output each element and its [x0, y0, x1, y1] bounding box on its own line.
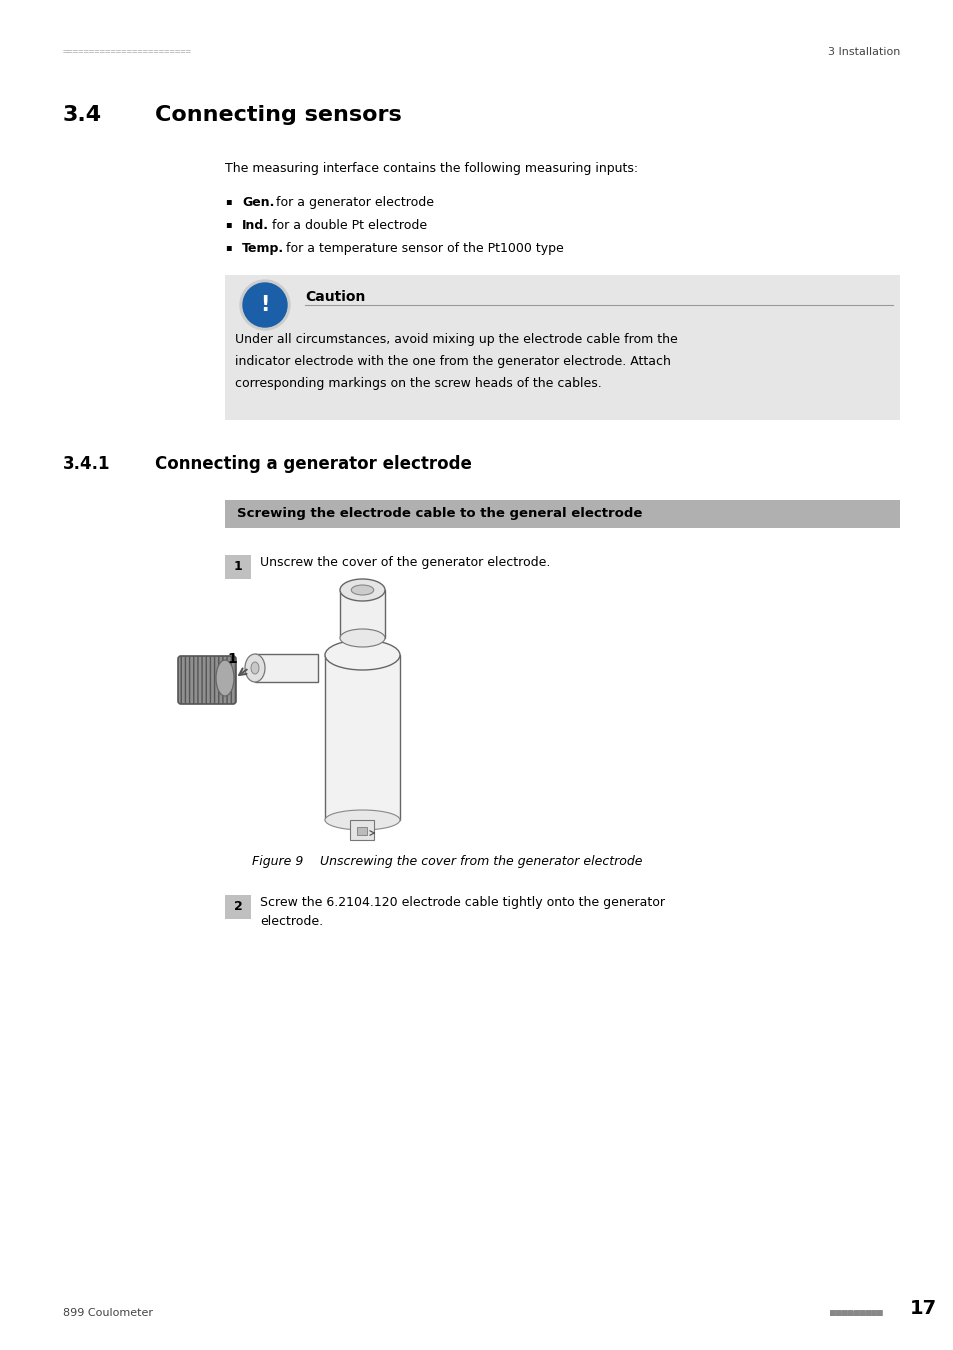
Ellipse shape	[339, 629, 385, 647]
Circle shape	[240, 279, 290, 329]
Text: for a double Pt electrode: for a double Pt electrode	[268, 219, 427, 232]
Text: 899 Coulometer: 899 Coulometer	[63, 1308, 152, 1318]
Bar	[225, 555, 251, 579]
Text: Temp.: Temp.	[242, 242, 284, 255]
Text: Figure 9: Figure 9	[252, 855, 303, 868]
Bar	[225, 895, 251, 919]
Text: Ind.: Ind.	[242, 219, 269, 232]
Text: 3.4: 3.4	[63, 105, 102, 126]
Text: for a temperature sensor of the Pt1000 type: for a temperature sensor of the Pt1000 t…	[282, 242, 563, 255]
Text: 1: 1	[233, 560, 242, 574]
Text: Connecting sensors: Connecting sensors	[154, 105, 401, 126]
Circle shape	[243, 284, 287, 327]
Ellipse shape	[245, 653, 265, 682]
Text: for a generator electrode: for a generator electrode	[272, 196, 434, 209]
Text: Screwing the electrode cable to the general electrode: Screwing the electrode cable to the gene…	[236, 508, 641, 521]
Bar	[254, 653, 317, 682]
Text: 2: 2	[233, 900, 242, 914]
Text: ========================: ========================	[63, 47, 192, 57]
Text: 17: 17	[909, 1299, 936, 1318]
Ellipse shape	[215, 660, 233, 697]
Bar	[339, 590, 385, 639]
Text: Screw the 6.2104.120 electrode cable tightly onto the generator
electrode.: Screw the 6.2104.120 electrode cable tig…	[260, 896, 664, 927]
Text: indicator electrode with the one from the generator electrode. Attach: indicator electrode with the one from th…	[234, 355, 670, 369]
Text: 3.4.1: 3.4.1	[63, 455, 111, 472]
Text: 3 Installation: 3 Installation	[827, 47, 899, 57]
Ellipse shape	[325, 810, 399, 830]
Ellipse shape	[251, 662, 258, 674]
Bar	[225, 275, 899, 420]
Text: ▪: ▪	[225, 242, 232, 252]
Ellipse shape	[339, 579, 385, 601]
Bar	[357, 828, 367, 836]
Text: corresponding markings on the screw heads of the cables.: corresponding markings on the screw head…	[234, 377, 601, 390]
Text: ■■■■■■■■■: ■■■■■■■■■	[829, 1308, 882, 1318]
Ellipse shape	[351, 585, 374, 595]
Text: ▪: ▪	[225, 196, 232, 207]
Text: The measuring interface contains the following measuring inputs:: The measuring interface contains the fol…	[225, 162, 638, 176]
Text: 1: 1	[227, 652, 236, 666]
Text: Gen.: Gen.	[242, 196, 274, 209]
Text: Caution: Caution	[305, 290, 365, 304]
Text: !: !	[260, 296, 270, 315]
Text: Connecting a generator electrode: Connecting a generator electrode	[154, 455, 472, 472]
Text: Under all circumstances, avoid mixing up the electrode cable from the: Under all circumstances, avoid mixing up…	[234, 333, 677, 346]
Bar	[225, 500, 899, 528]
FancyBboxPatch shape	[178, 656, 235, 703]
Text: Unscrewing the cover from the generator electrode: Unscrewing the cover from the generator …	[319, 855, 641, 868]
Text: ▪: ▪	[225, 219, 232, 230]
Ellipse shape	[325, 640, 399, 670]
Bar	[350, 819, 375, 840]
Bar	[325, 655, 399, 819]
Text: Unscrew the cover of the generator electrode.: Unscrew the cover of the generator elect…	[260, 556, 550, 568]
